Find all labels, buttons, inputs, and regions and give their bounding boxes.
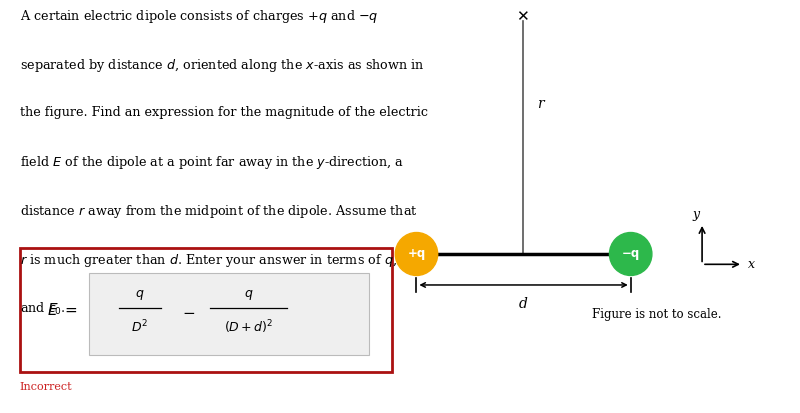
Text: $q$: $q$	[135, 288, 145, 302]
Text: distance $r$ away from the midpoint of the dipole. Assume that: distance $r$ away from the midpoint of t…	[20, 203, 418, 220]
Text: the figure. Find an expression for the magnitude of the electric: the figure. Find an expression for the m…	[20, 106, 428, 119]
Text: field $E$ of the dipole at a point far away in the $y$-direction, a: field $E$ of the dipole at a point far a…	[20, 154, 404, 171]
Circle shape	[395, 233, 438, 275]
Text: $E\ =$: $E\ =$	[47, 302, 78, 318]
Text: Figure is not to scale.: Figure is not to scale.	[593, 308, 722, 320]
Text: $-$: $-$	[182, 305, 195, 319]
Text: d: d	[519, 297, 528, 311]
Text: separated by distance $d$, oriented along the $x$-axis as shown in: separated by distance $d$, oriented alon…	[20, 57, 424, 74]
Text: $(D+d)^2$: $(D+d)^2$	[224, 318, 274, 336]
Circle shape	[610, 233, 652, 275]
Text: and $\varepsilon_0$.: and $\varepsilon_0$.	[20, 301, 66, 317]
Text: Incorrect: Incorrect	[20, 382, 72, 392]
Text: r: r	[537, 97, 543, 111]
Text: x: x	[748, 258, 754, 271]
Bar	[90, 273, 369, 355]
Text: A certain electric dipole consists of charges $+q$ and $-q$: A certain electric dipole consists of ch…	[20, 8, 378, 25]
Text: ✕: ✕	[516, 9, 529, 24]
Text: y: y	[692, 208, 699, 221]
Text: $D^2$: $D^2$	[131, 319, 149, 335]
Text: $q$: $q$	[244, 288, 254, 302]
Text: $r$ is much greater than $d$. Enter your answer in terms of $q$, $d$, $r$,: $r$ is much greater than $d$. Enter your…	[20, 252, 426, 269]
Bar	[20, 248, 392, 372]
Text: +q: +q	[407, 247, 426, 261]
Text: −q: −q	[622, 247, 640, 261]
